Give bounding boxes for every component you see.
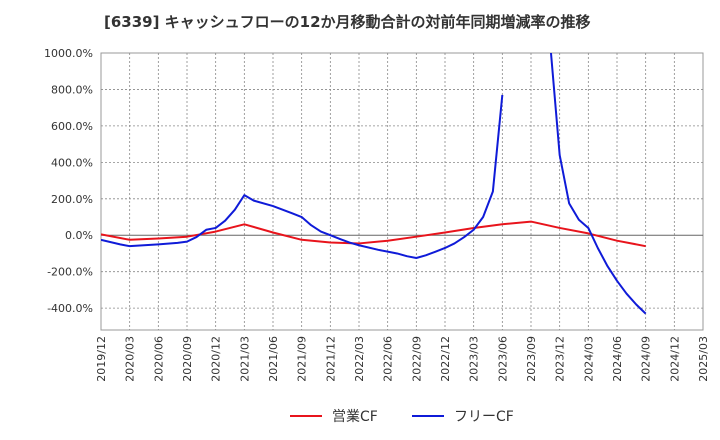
x-tick-label: 2020/06 bbox=[152, 336, 165, 382]
legend-label-operating-cf: 営業CF bbox=[332, 409, 378, 425]
x-tick-label: 2024/12 bbox=[668, 336, 681, 382]
y-tick-label: 0.0% bbox=[65, 229, 93, 242]
y-tick-label: 600.0% bbox=[51, 120, 93, 133]
y-tick-label: -400.0% bbox=[47, 302, 93, 315]
series-line-operating-cf bbox=[101, 220, 646, 248]
x-tick-label: 2024/03 bbox=[582, 336, 595, 382]
plot-frame bbox=[100, 52, 704, 331]
chart-title: [6339] キャッシュフローの12か月移動合計の対前年同期増減率の推移 bbox=[104, 13, 591, 31]
x-tick-label: 2022/12 bbox=[439, 336, 452, 382]
axis-layer: 2019/12 2020/03 2020/06 2020/09 2020/12 2021/… bbox=[44, 47, 710, 382]
x-tick-label: 2023/06 bbox=[496, 336, 509, 382]
series-layer bbox=[101, 53, 647, 315]
x-tick-label: 2021/06 bbox=[267, 336, 280, 382]
y-tick-label: -200.0% bbox=[47, 266, 93, 279]
x-tick-label: 2019/12 bbox=[95, 336, 108, 382]
y-tick-label: 400.0% bbox=[51, 156, 93, 169]
grid-layer bbox=[100, 52, 704, 331]
x-tick-label: 2022/03 bbox=[353, 336, 366, 382]
x-tick-label: 2022/06 bbox=[382, 336, 395, 382]
x-tick-label: 2020/12 bbox=[210, 336, 223, 382]
series-line-free-cf bbox=[101, 53, 647, 315]
x-tick-label: 2023/03 bbox=[468, 336, 481, 382]
y-tick-label: 1000.0% bbox=[44, 47, 93, 60]
y-tick-label: 800.0% bbox=[51, 83, 93, 96]
x-tick-label: 2022/09 bbox=[410, 336, 423, 382]
x-tick-label: 2021/03 bbox=[238, 336, 251, 382]
x-tick-label: 2021/12 bbox=[324, 336, 337, 382]
x-tick-label: 2023/09 bbox=[525, 336, 538, 382]
x-tick-label: 2020/03 bbox=[124, 336, 137, 382]
legend-label-free-cf: フリーCF bbox=[454, 409, 514, 425]
legend: 営業CF フリーCF bbox=[290, 409, 514, 425]
x-tick-label: 2023/12 bbox=[554, 336, 567, 382]
x-tick-label: 2021/09 bbox=[296, 336, 309, 382]
x-tick-label: 2024/06 bbox=[611, 336, 624, 382]
x-tick-label: 2020/09 bbox=[181, 336, 194, 382]
x-tick-label: 2025/03 bbox=[697, 336, 710, 382]
x-tick-label: 2024/09 bbox=[640, 336, 653, 382]
y-tick-label: 200.0% bbox=[51, 193, 93, 206]
